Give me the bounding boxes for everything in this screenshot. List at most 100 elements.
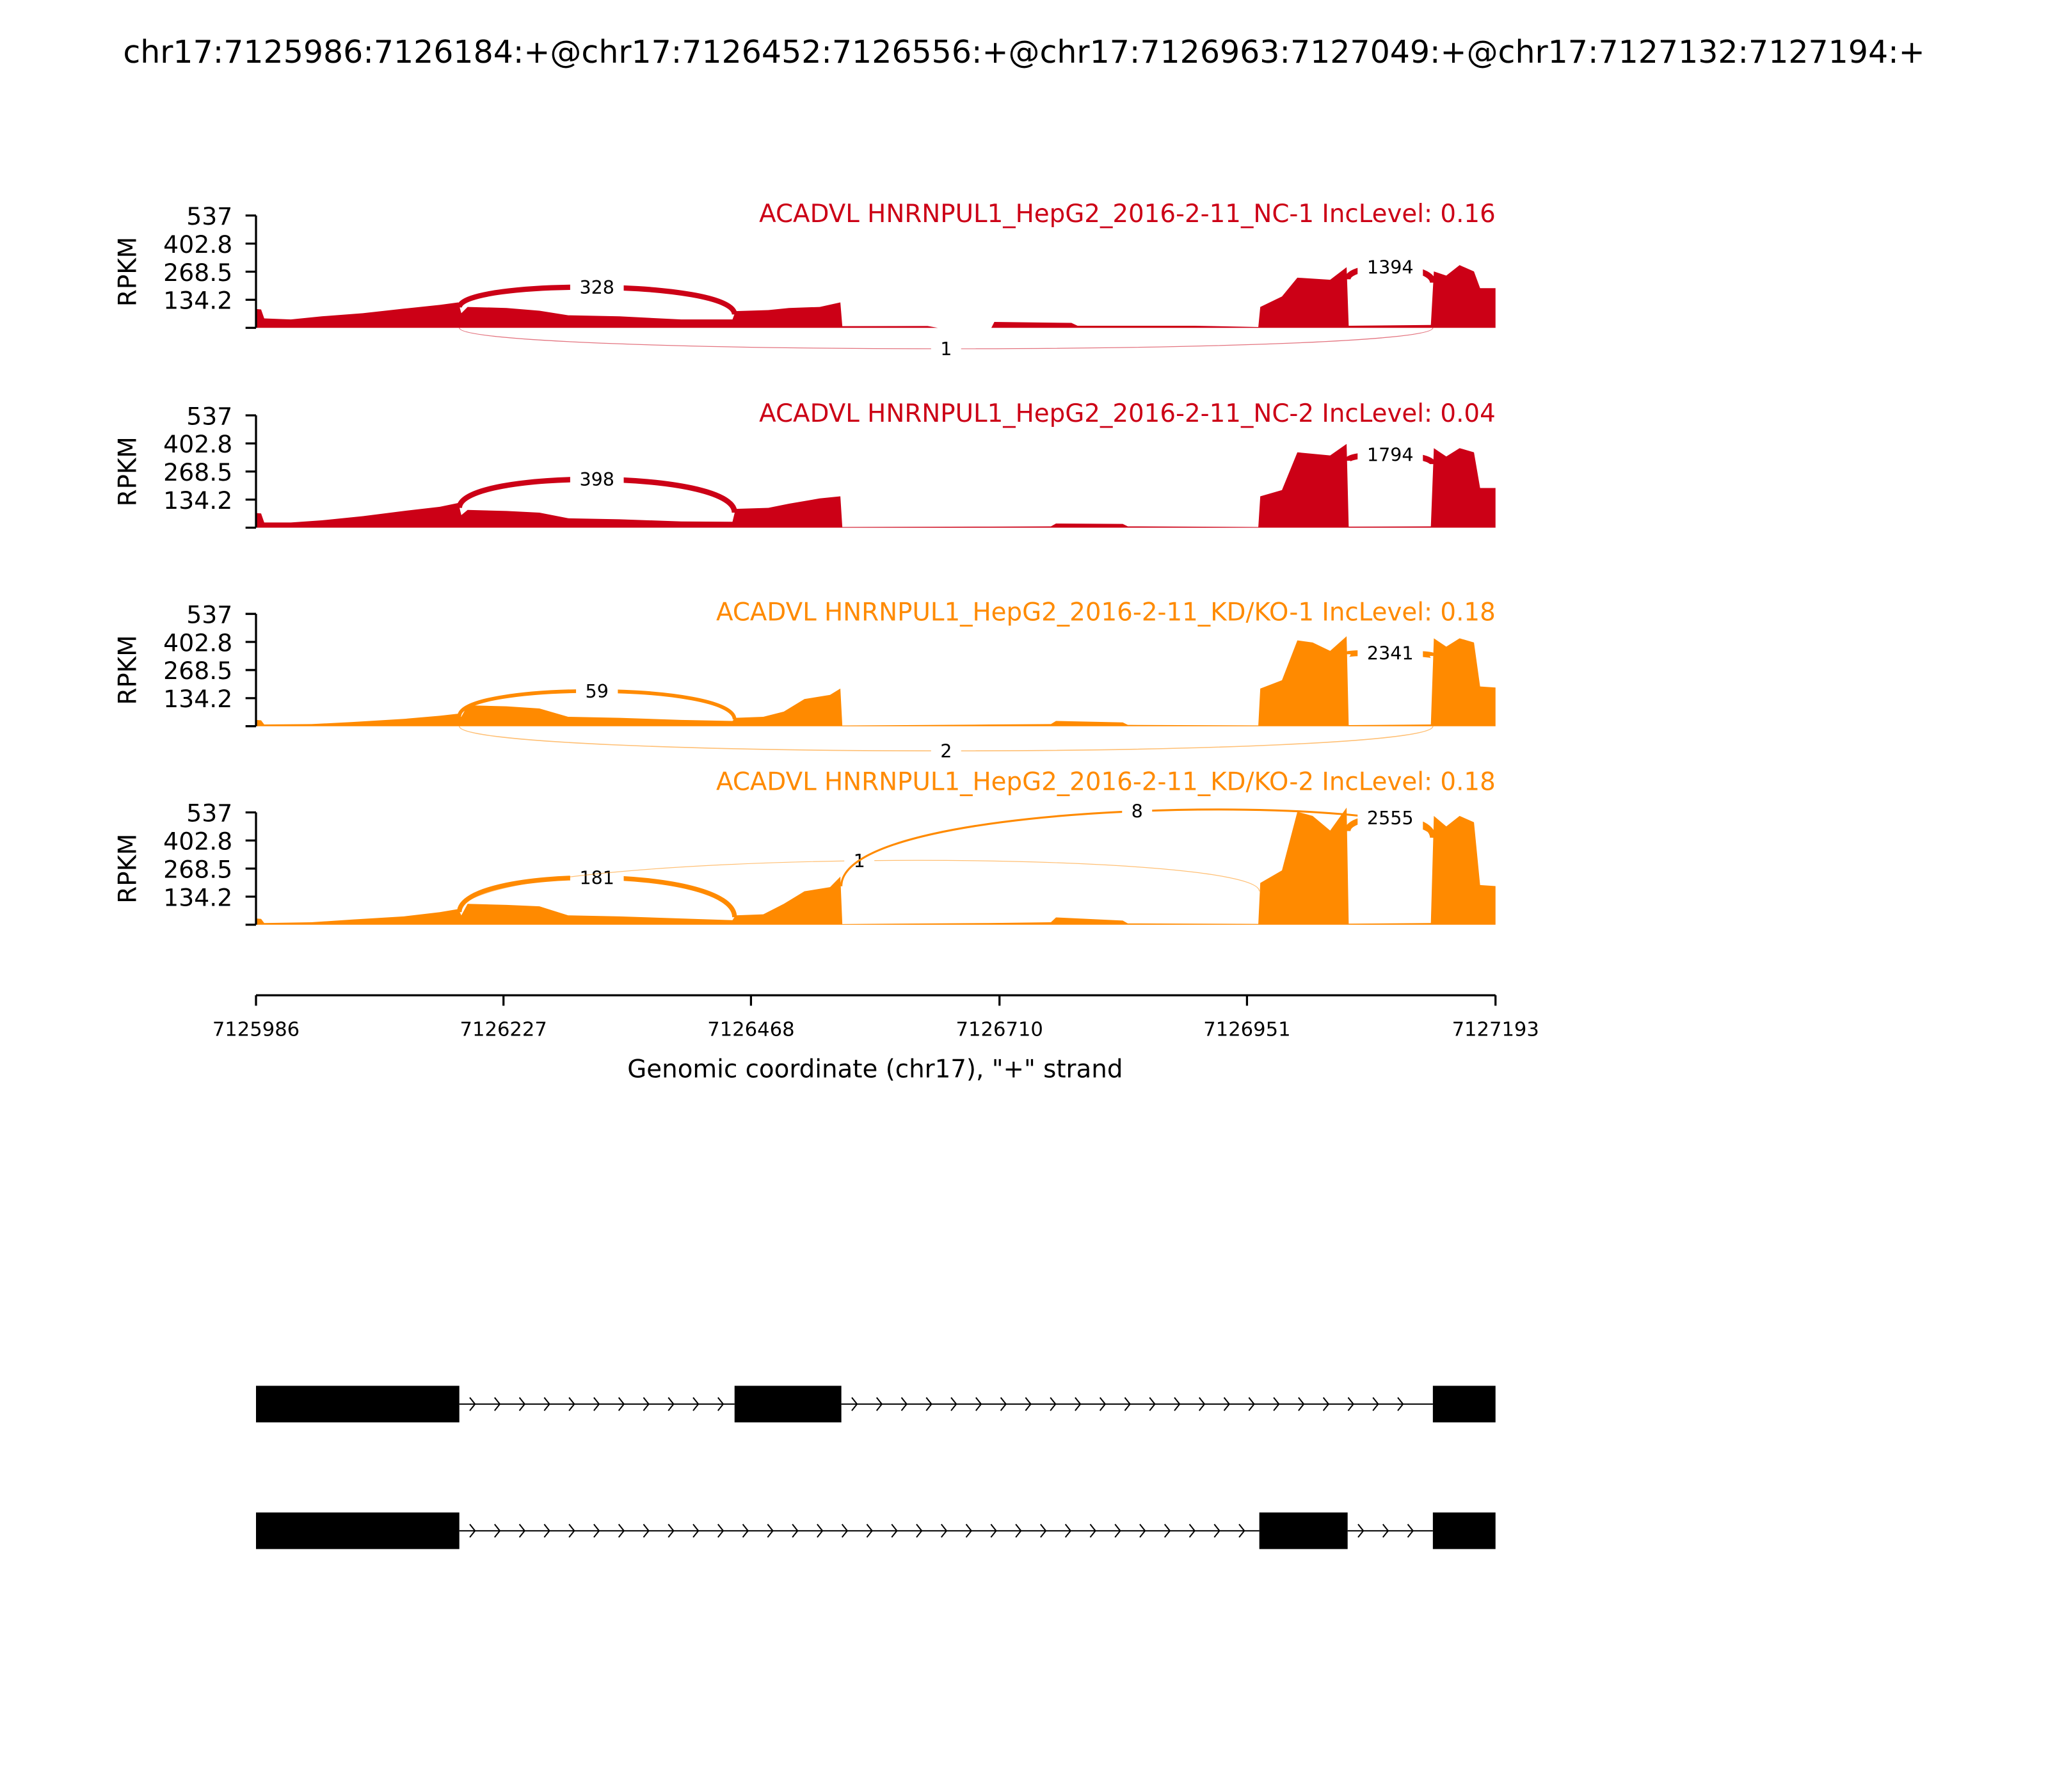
strand-chevron-icon xyxy=(717,1397,724,1411)
strand-chevron-icon xyxy=(891,1523,898,1538)
strand-chevron-icon xyxy=(1248,1397,1255,1411)
strand-chevron-icon xyxy=(494,1397,501,1411)
strand-chevron-icon xyxy=(1164,1523,1171,1538)
strand-chevron-icon xyxy=(469,1397,476,1411)
junction-label-bg xyxy=(570,865,624,890)
panel-title: ACADVL HNRNPUL1_HepG2_2016-2-11_NC-2 Inc… xyxy=(759,399,1496,428)
strand-chevron-icon xyxy=(543,1397,550,1411)
y-axis-label: RPKM xyxy=(114,436,143,506)
strand-chevron-icon xyxy=(1347,1397,1354,1411)
strand-chevron-icon xyxy=(1040,1523,1047,1538)
strand-chevron-icon xyxy=(817,1523,824,1538)
strand-chevron-icon xyxy=(1382,1523,1389,1538)
exon-block xyxy=(256,1512,460,1549)
strand-chevron-icon xyxy=(1273,1397,1280,1411)
strand-chevron-icon xyxy=(876,1397,883,1411)
strand-chevron-icon xyxy=(1015,1523,1022,1538)
strand-chevron-icon xyxy=(925,1397,932,1411)
y-tick-label: 134.2 xyxy=(163,287,232,315)
junction-label-bg xyxy=(1122,799,1153,823)
strand-chevron-icon xyxy=(1372,1397,1379,1411)
y-tick-label: 268.5 xyxy=(163,657,232,685)
strand-chevron-icon xyxy=(1322,1397,1330,1411)
strand-chevron-icon xyxy=(1139,1523,1146,1538)
coverage-area xyxy=(256,636,1496,726)
y-tick-label: 134.2 xyxy=(163,685,232,713)
y-axis-label: RPKM xyxy=(114,237,143,307)
junction-label-bg xyxy=(1357,255,1423,279)
x-tick-label: 7127193 xyxy=(1452,1018,1539,1041)
junction-label-bg xyxy=(570,467,624,492)
strand-chevron-icon xyxy=(767,1523,774,1538)
strand-chevron-icon xyxy=(568,1523,575,1538)
x-tick-label: 7125986 xyxy=(212,1018,300,1041)
exon-block xyxy=(256,1386,460,1423)
strand-chevron-icon xyxy=(1407,1523,1414,1538)
x-axis: 7125986 7126227 7126468 7126710 7126951 71271… xyxy=(212,994,1539,1041)
junction-count: 398 xyxy=(579,468,614,490)
exon-block xyxy=(734,1386,842,1423)
strand-chevron-icon xyxy=(618,1397,625,1411)
coverage-area xyxy=(256,265,1496,328)
y-tick-label: 402.8 xyxy=(163,828,232,856)
strand-chevron-icon xyxy=(1298,1397,1305,1411)
x-tick-label: 7126468 xyxy=(707,1018,794,1041)
strand-chevron-icon xyxy=(692,1523,700,1538)
strand-chevron-icon xyxy=(593,1397,600,1411)
strand-chevron-icon xyxy=(643,1397,650,1411)
strand-chevron-icon xyxy=(469,1523,476,1538)
junction-count: 1 xyxy=(940,338,952,360)
junction-label-bg xyxy=(931,739,961,763)
strand-chevron-icon xyxy=(1188,1523,1196,1538)
junction-label-bg xyxy=(576,679,618,703)
junction-count: 2555 xyxy=(1367,807,1414,829)
strand-chevron-icon xyxy=(1213,1523,1220,1538)
strand-chevron-icon xyxy=(668,1397,675,1411)
strand-chevron-icon xyxy=(742,1523,749,1538)
y-tick-label: 134.2 xyxy=(163,883,232,911)
transcript-2 xyxy=(256,1512,1496,1549)
junction-count: 8 xyxy=(1132,801,1143,822)
junction-label-bg xyxy=(1357,641,1423,665)
exon-block xyxy=(1259,1512,1348,1549)
junction-count: 59 xyxy=(586,680,609,702)
strand-chevron-icon xyxy=(593,1523,600,1538)
x-tick-label: 7126227 xyxy=(460,1018,547,1041)
strand-chevron-icon xyxy=(900,1397,908,1411)
strand-chevron-icon xyxy=(717,1523,724,1538)
transcript-1 xyxy=(256,1386,1496,1423)
strand-chevron-icon xyxy=(950,1397,957,1411)
strand-chevron-icon xyxy=(1174,1397,1181,1411)
figure-title: chr17:7125986:7126184:+@chr17:7126452:71… xyxy=(123,34,1924,70)
strand-chevron-icon xyxy=(866,1523,873,1538)
x-tick-label: 7126951 xyxy=(1203,1018,1290,1041)
y-axis-label: RPKM xyxy=(114,635,143,705)
strand-chevron-icon xyxy=(643,1523,650,1538)
strand-chevron-icon xyxy=(1124,1397,1131,1411)
strand-chevron-icon xyxy=(518,1397,526,1411)
strand-chevron-icon xyxy=(1149,1397,1156,1411)
strand-chevron-icon xyxy=(1223,1397,1231,1411)
strand-chevron-icon xyxy=(1000,1397,1007,1411)
coverage-area xyxy=(256,807,1496,925)
y-axis-label: RPKM xyxy=(114,834,143,904)
strand-chevron-icon xyxy=(965,1523,973,1538)
y-tick-label: 402.8 xyxy=(163,430,232,458)
strand-chevron-icon xyxy=(975,1397,982,1411)
y-tick-label: 268.5 xyxy=(163,458,232,486)
y-tick-label: 537 xyxy=(186,402,232,430)
strand-chevron-icon xyxy=(692,1397,700,1411)
strand-chevron-icon xyxy=(1114,1523,1121,1538)
exon-block xyxy=(1432,1512,1496,1549)
strand-chevron-icon xyxy=(1357,1523,1364,1538)
strand-chevron-icon xyxy=(1089,1523,1096,1538)
strand-chevron-icon xyxy=(494,1523,501,1538)
y-tick-label: 402.8 xyxy=(163,628,232,657)
strand-chevron-icon xyxy=(1199,1397,1206,1411)
y-tick-label: 537 xyxy=(186,600,232,628)
junction-count: 1794 xyxy=(1367,444,1414,465)
gene-model xyxy=(256,1386,1496,1549)
